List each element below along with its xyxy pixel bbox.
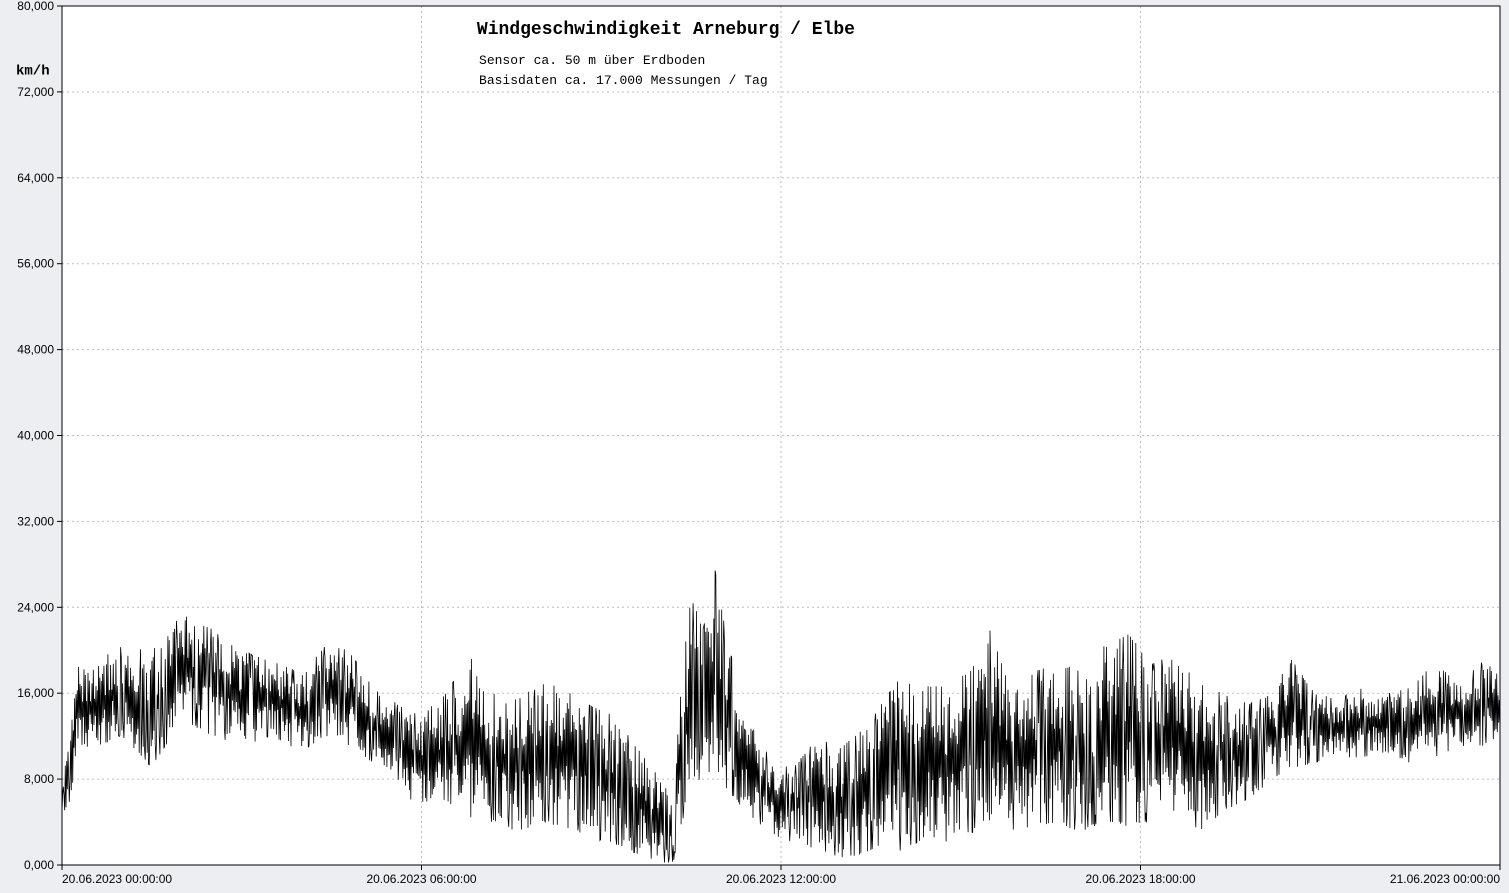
chart-title: Windgeschwindigkeit Arneburg / Elbe — [477, 20, 855, 40]
y-tick-label: 32,000 — [17, 514, 54, 528]
y-axis-label: km/h — [16, 63, 50, 79]
y-tick-label: 56,000 — [17, 257, 54, 271]
y-tick-label: 16,000 — [17, 686, 54, 700]
chart-subtitle-2: Basisdaten ca. 17.000 Messungen / Tag — [479, 73, 768, 88]
x-tick-label: 20.06.2023 00:00:00 — [62, 872, 172, 886]
y-tick-label: 40,000 — [17, 429, 54, 443]
y-tick-label: 80,000 — [17, 0, 54, 13]
y-tick-label: 24,000 — [17, 600, 54, 614]
chart-subtitle-1: Sensor ca. 50 m über Erdboden — [479, 53, 705, 68]
x-tick-label: 20.06.2023 12:00:00 — [726, 872, 836, 886]
y-tick-label: 0,000 — [24, 858, 54, 872]
x-tick-label: 20.06.2023 06:00:00 — [366, 872, 476, 886]
chart-container: 0,000 8,000 16,000 24,000 32,000 40,000 48,000… — [0, 0, 1509, 893]
x-tick-label: 20.06.2023 18:00:00 — [1085, 872, 1195, 886]
y-tick-label: 64,000 — [17, 171, 54, 185]
y-tick-label: 8,000 — [24, 772, 54, 786]
y-tick-label: 48,000 — [17, 343, 54, 357]
x-tick-label: 21.06.2023 00:00:00 — [1390, 872, 1500, 886]
y-tick-label: 72,000 — [17, 85, 54, 99]
wind-speed-chart: 0,000 8,000 16,000 24,000 32,000 40,000 48,000… — [0, 0, 1509, 893]
